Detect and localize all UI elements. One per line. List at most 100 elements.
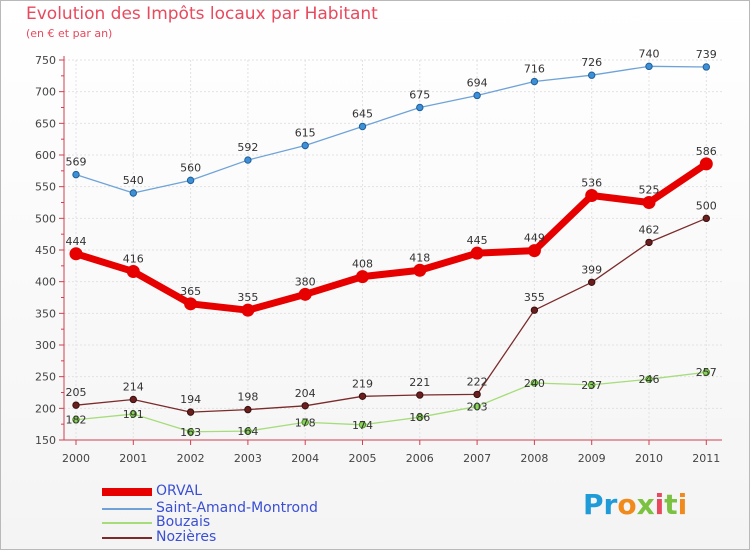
data-point-nozi-res (244, 405, 252, 414)
data-label-bouzais: 257 (696, 366, 717, 379)
data-label-orval: 449 (524, 232, 545, 245)
data-label-nozi-res: 500 (696, 199, 717, 212)
x-tick-label: 2011 (692, 452, 720, 465)
data-point-bouzais (473, 402, 481, 411)
data-point-bouzais (416, 413, 424, 421)
data-label-bouzais: 191 (123, 408, 144, 421)
data-label-saint-amand-montrond: 592 (237, 141, 258, 154)
series-line-orval (72, 160, 710, 314)
data-point-saint-amand-montrond (186, 176, 195, 185)
y-tick-label: 150 (35, 434, 56, 447)
data-point-bouzais (702, 368, 710, 376)
data-label-saint-amand-montrond: 569 (66, 156, 87, 169)
data-label-bouzais: 186 (409, 411, 430, 424)
data-point-saint-amand-montrond (358, 122, 367, 131)
data-point-nozi-res (702, 214, 710, 223)
legend-label-saint-amand-montrond: Saint-Amand-Montrond (156, 500, 318, 516)
data-point-bouzais (72, 416, 80, 424)
data-label-saint-amand-montrond: 726 (581, 56, 602, 69)
data-label-saint-amand-montrond: 716 (524, 63, 545, 76)
y-tick-label: 400 (35, 276, 56, 289)
data-label-nozi-res: 205 (66, 386, 87, 399)
data-label-orval: 445 (467, 234, 488, 247)
data-point-orval (585, 189, 599, 203)
legend-label-bouzais: Bouzais (156, 514, 211, 530)
data-point-orval (699, 157, 713, 171)
data-point-orval (642, 196, 656, 209)
data-label-saint-amand-montrond: 694 (467, 76, 488, 89)
data-label-bouzais: 164 (237, 425, 258, 438)
x-tick-label: 2001 (119, 452, 147, 465)
data-label-saint-amand-montrond: 675 (409, 89, 430, 102)
data-point-orval (413, 263, 427, 277)
data-label-nozi-res: 462 (639, 223, 660, 236)
data-point-nozi-res (588, 278, 596, 286)
data-label-orval: 408 (352, 258, 373, 271)
legend-swatch-saint-amand-montrond (102, 508, 152, 510)
data-label-nozi-res: 221 (409, 376, 430, 389)
y-tick-label: 200 (35, 402, 56, 415)
data-label-nozi-res: 214 (123, 380, 144, 393)
data-point-bouzais (588, 381, 596, 389)
data-label-nozi-res: 204 (295, 387, 316, 400)
data-point-saint-amand-montrond (588, 71, 596, 79)
y-tick-label: 250 (35, 371, 56, 384)
legend-swatch-orval (102, 488, 152, 496)
data-point-orval (470, 246, 484, 260)
legend-label-orval: ORVAL (156, 483, 203, 499)
legend-entry-saint-amand-montrond: Saint-Amand-Montrond (102, 500, 362, 517)
data-label-bouzais: 237 (581, 379, 602, 392)
x-tick-label: 2010 (635, 452, 663, 465)
data-label-bouzais: 174 (352, 419, 373, 432)
y-tick-label: 500 (35, 212, 56, 225)
data-label-bouzais: 240 (524, 377, 545, 390)
data-point-bouzais (358, 421, 367, 429)
data-label-orval: 586 (696, 145, 717, 158)
data-point-saint-amand-montrond (416, 103, 424, 112)
data-point-bouzais (530, 379, 539, 387)
data-label-orval: 536 (581, 177, 602, 190)
data-label-nozi-res: 198 (237, 391, 258, 404)
data-point-bouzais (186, 428, 195, 436)
data-label-bouzais: 203 (467, 400, 488, 413)
data-label-nozi-res: 194 (180, 393, 201, 406)
data-point-bouzais (129, 410, 138, 418)
data-point-saint-amand-montrond (72, 170, 80, 179)
data-point-nozi-res (301, 402, 309, 410)
x-tick-label: 2005 (349, 452, 377, 465)
data-point-orval (184, 297, 198, 311)
data-point-saint-amand-montrond (301, 141, 309, 150)
x-tick-label: 2007 (463, 452, 491, 465)
data-label-nozi-res: 222 (467, 375, 488, 388)
legend-entry-orval: ORVAL (102, 483, 362, 500)
series-line-bouzais (75, 371, 707, 433)
data-point-saint-amand-montrond (530, 77, 539, 86)
data-point-nozi-res (473, 390, 481, 399)
data-point-saint-amand-montrond (129, 189, 138, 197)
data-point-bouzais (645, 375, 653, 383)
data-point-saint-amand-montrond (645, 62, 653, 71)
y-tick-label: 650 (35, 117, 56, 130)
data-label-bouzais: 178 (295, 416, 316, 429)
data-label-bouzais: 246 (639, 373, 660, 386)
data-point-orval (241, 303, 255, 317)
data-point-saint-amand-montrond (473, 91, 481, 100)
data-point-bouzais (301, 418, 309, 426)
data-label-nozi-res: 219 (352, 377, 373, 390)
x-tick-label: 2008 (520, 452, 548, 465)
data-point-nozi-res (416, 391, 424, 399)
data-label-nozi-res: 399 (581, 263, 602, 276)
data-point-orval (356, 270, 369, 284)
legend-swatch-bouzais (102, 522, 152, 524)
data-label-orval: 416 (123, 253, 144, 266)
data-label-saint-amand-montrond: 645 (352, 108, 373, 121)
x-tick-label: 2002 (177, 452, 205, 465)
x-tick-label: 2004 (291, 452, 319, 465)
data-label-orval: 418 (409, 251, 430, 264)
data-point-nozi-res (72, 401, 80, 409)
chart-subtitle: (en € et par an) (26, 27, 113, 40)
data-label-orval: 525 (639, 184, 660, 197)
x-tick-label: 2000 (62, 452, 90, 465)
series-line-saint-amand-montrond (75, 65, 707, 194)
data-point-orval (69, 247, 83, 261)
